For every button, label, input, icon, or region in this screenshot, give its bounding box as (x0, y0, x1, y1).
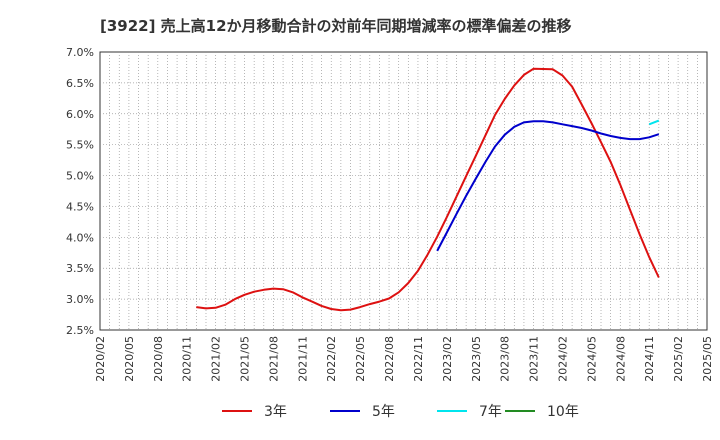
y-tick-label: 4.5% (66, 200, 94, 213)
x-tick-label: 2022/02 (325, 336, 338, 382)
x-tick-label: 2020/02 (94, 336, 107, 382)
x-tick-label: 2020/08 (152, 336, 165, 382)
legend: 3年 5年 7年 10年 (222, 404, 579, 420)
x-tick-label: 2020/11 (181, 336, 194, 382)
x-tick-label: 2024/11 (643, 336, 656, 382)
y-tick-label: 7.0% (66, 46, 94, 59)
y-tick-label: 2.5% (66, 324, 94, 337)
series-line-7年 (648, 119, 660, 126)
x-tick-label: 2025/05 (701, 336, 714, 382)
x-tick-label: 2022/05 (354, 336, 367, 382)
x-tick-label: 2021/05 (239, 336, 252, 382)
y-tick-label: 5.5% (66, 139, 94, 152)
chart-title: [3922] 売上高12か月移動合計の対前年同期増減率の標準偏差の推移 (100, 17, 572, 35)
grid-lines (100, 52, 707, 330)
legend-label: 3年 (264, 404, 287, 420)
y-axis-ticks: 2.5% 3.0% 3.5% 4.0% 4.5% 5.0% 5.5% 6.0% 6.5% 7.0% (66, 46, 94, 337)
x-tick-label: 2020/05 (123, 336, 136, 382)
legend-label: 5年 (372, 404, 395, 420)
x-tick-label: 2021/02 (210, 336, 223, 382)
y-tick-label: 3.5% (66, 262, 94, 275)
legend-label: 7年 (479, 404, 502, 420)
series-line-5年 (436, 120, 660, 252)
x-axis-ticks: 2020/02 2020/05 2020/08 2020/11 2021/02 2021/… (94, 336, 714, 382)
y-tick-label: 3.0% (66, 293, 94, 306)
x-tick-label: 2021/11 (296, 336, 309, 382)
x-tick-label: 2025/02 (672, 336, 685, 382)
y-tick-label: 5.0% (66, 170, 94, 183)
plot-area (99, 51, 708, 331)
y-tick-label: 4.0% (66, 231, 94, 244)
x-tick-label: 2021/08 (267, 336, 280, 382)
y-tick-label: 6.0% (66, 108, 94, 121)
x-tick-label: 2024/05 (585, 336, 598, 382)
legend-label: 10年 (547, 404, 579, 420)
x-tick-label: 2022/11 (412, 336, 425, 382)
x-tick-label: 2023/11 (528, 336, 541, 382)
x-tick-label: 2022/08 (383, 336, 396, 382)
x-tick-label: 2024/02 (556, 336, 569, 382)
x-tick-label: 2023/05 (470, 336, 483, 382)
y-tick-label: 6.5% (66, 77, 94, 90)
x-tick-label: 2023/02 (441, 336, 454, 382)
x-tick-label: 2024/08 (614, 336, 627, 382)
x-tick-label: 2023/08 (499, 336, 512, 382)
series-line-3年 (196, 67, 660, 312)
series-lines (196, 67, 660, 312)
